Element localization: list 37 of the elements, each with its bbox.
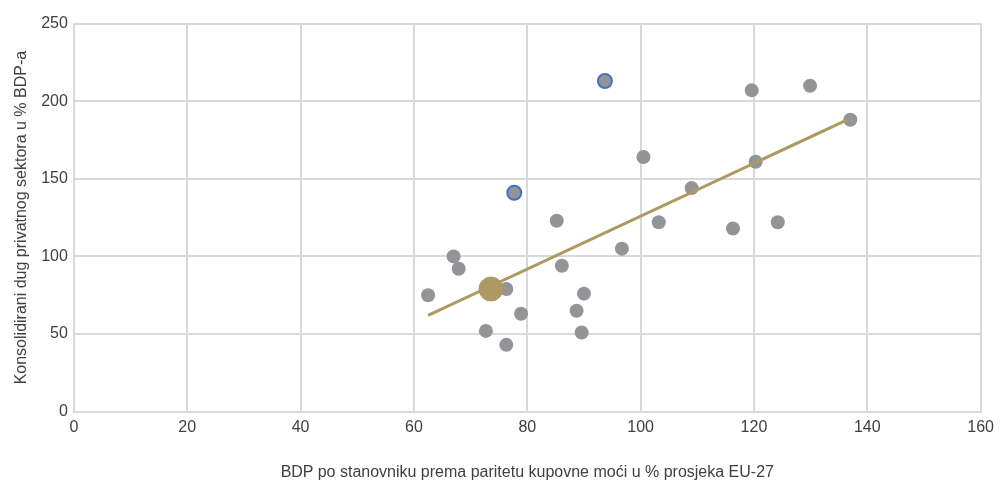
x-tick-label: 80 <box>518 417 537 435</box>
point <box>421 288 436 303</box>
y-tick-label: 250 <box>41 14 68 32</box>
point <box>576 286 591 301</box>
x-tick-label: 100 <box>627 417 655 435</box>
x-axis-title: BDP po stanovniku prema paritetu kupovne moći u % prosjeka EU-27 <box>280 462 775 480</box>
x-tick-label: 60 <box>405 417 423 435</box>
point <box>725 221 740 236</box>
point <box>478 323 493 338</box>
y-tick-label: 200 <box>41 91 68 109</box>
y-tick-label: 100 <box>41 246 68 264</box>
x-tick-label: 0 <box>69 417 79 435</box>
point <box>569 303 584 318</box>
point <box>651 215 666 230</box>
point <box>514 306 529 321</box>
y-axis-title: Konsolidirani dug privatnog sektora u % BDP-a <box>12 50 30 385</box>
point <box>451 261 466 276</box>
y-tick-label: 0 <box>58 402 68 420</box>
point <box>744 83 759 98</box>
point <box>499 337 514 352</box>
x-tick-label: 20 <box>178 417 197 435</box>
point <box>596 73 613 90</box>
point <box>446 249 461 264</box>
point <box>770 215 785 230</box>
point <box>554 258 569 273</box>
y-tick-label: 50 <box>50 324 68 342</box>
x-tick-label: 160 <box>967 417 995 435</box>
point <box>574 325 589 340</box>
x-tick-label: 120 <box>740 417 768 435</box>
x-tick-label: 40 <box>291 417 310 435</box>
point <box>636 150 651 165</box>
point <box>803 78 818 93</box>
point <box>614 241 629 256</box>
y-tick-label: 150 <box>41 169 68 187</box>
point <box>506 184 523 201</box>
point <box>549 213 564 228</box>
x-tick-label: 140 <box>853 417 881 435</box>
